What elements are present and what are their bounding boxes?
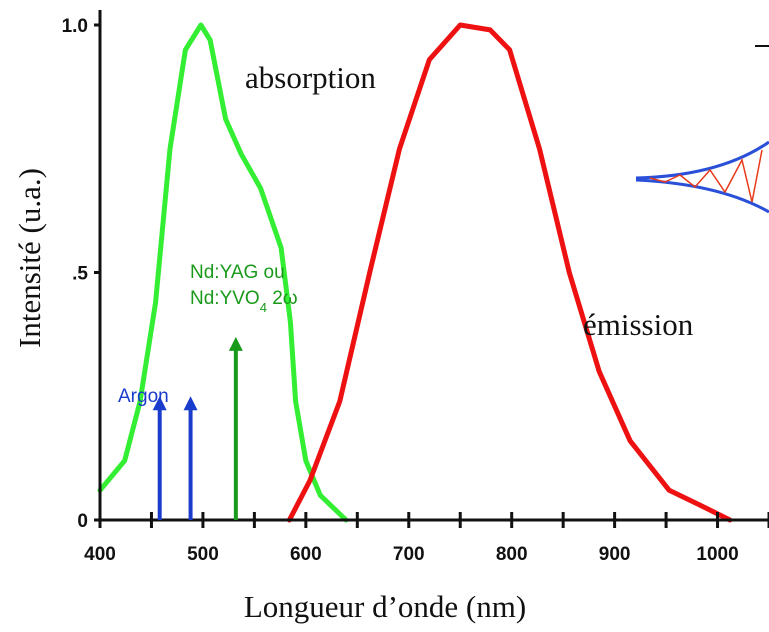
x-tick-label: 400 bbox=[84, 544, 116, 565]
arrow-head bbox=[228, 336, 243, 351]
arrow-head bbox=[183, 396, 198, 411]
spectrum-line bbox=[97, 22, 349, 523]
x-tick-label: 1000 bbox=[696, 544, 738, 565]
y-tick-label: 1.0 bbox=[62, 16, 88, 37]
x-tick-label: 600 bbox=[290, 544, 322, 565]
x-tick-label: 500 bbox=[187, 544, 219, 565]
y-axis-label: Intensité (u.a.) bbox=[12, 168, 47, 348]
series-label: absorption bbox=[245, 60, 376, 95]
series-label: émission bbox=[583, 307, 694, 342]
x-tick-label: 900 bbox=[599, 544, 631, 565]
arrow-head bbox=[152, 396, 167, 411]
x-tick-label: 700 bbox=[393, 544, 425, 565]
label-part: Nd:YVO bbox=[190, 288, 260, 309]
y-tick-label: .5 bbox=[72, 264, 88, 285]
x-tick-label: 800 bbox=[496, 544, 528, 565]
spectrum-line bbox=[286, 22, 733, 523]
x-axis-label: Longueur d’onde (nm) bbox=[244, 589, 526, 624]
inset-diagram bbox=[635, 45, 769, 214]
label-part: 4 bbox=[260, 300, 267, 315]
label-part: Nd:YAG ou bbox=[190, 262, 285, 283]
y-tick-label: 0 bbox=[77, 511, 88, 532]
laser-label: Argon bbox=[118, 386, 169, 407]
laser-label: Nd:YVO4 2ω bbox=[190, 288, 298, 315]
label-part: Argon bbox=[118, 386, 169, 407]
label-part: 2ω bbox=[267, 288, 298, 309]
laser-label: Nd:YAG ou bbox=[190, 262, 285, 283]
